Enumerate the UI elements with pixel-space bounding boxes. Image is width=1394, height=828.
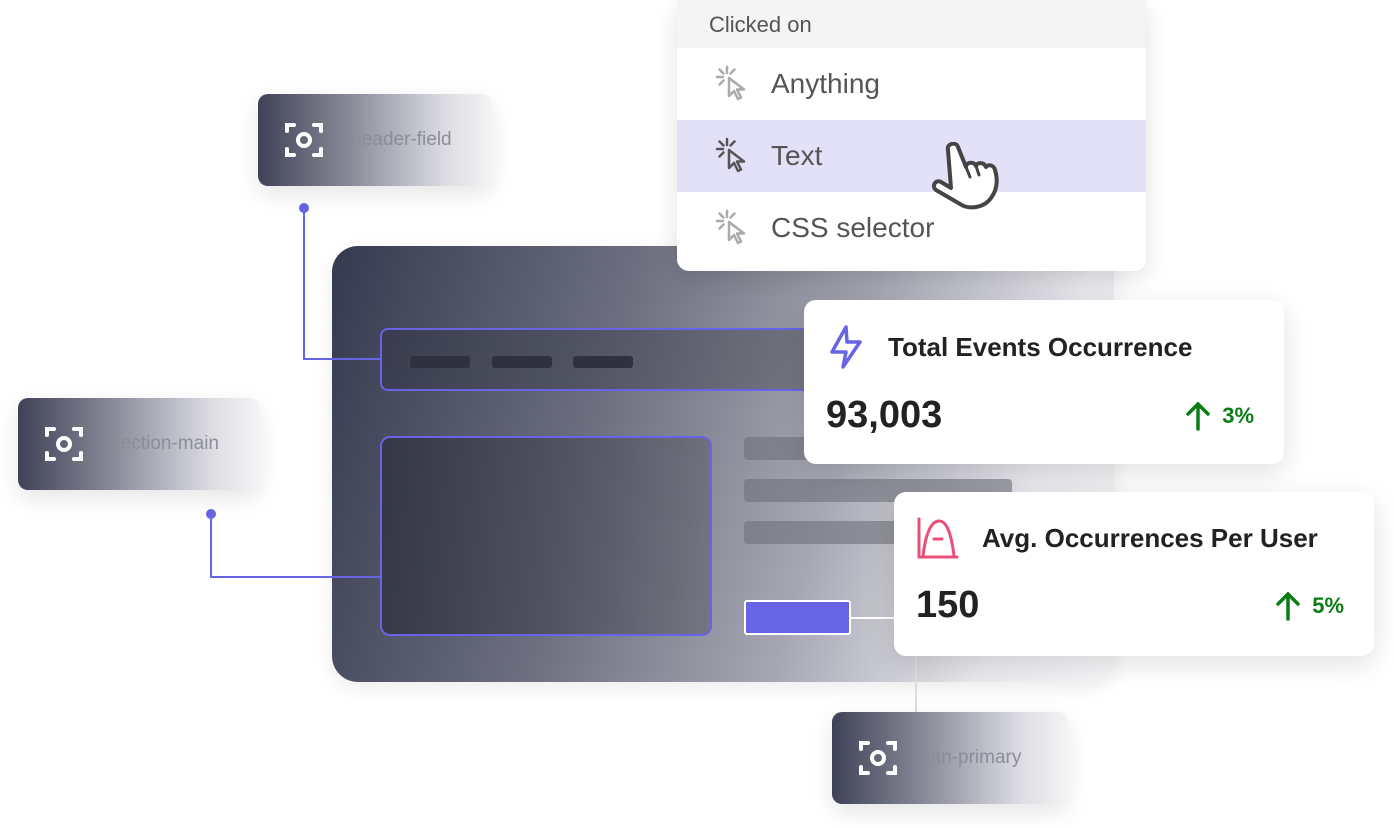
- change-indicator: 5%: [1276, 591, 1344, 621]
- selector-tag-button: .btn-primary: [832, 712, 1068, 804]
- clicked-on-dropdown: Clicked on Anything Text CSS selector: [677, 0, 1146, 271]
- focus-target-icon: [285, 123, 323, 157]
- connector-line: [851, 617, 895, 619]
- lightning-icon: [830, 325, 862, 369]
- click-cursor-icon: [715, 65, 746, 101]
- click-cursor-icon: [715, 209, 746, 245]
- primary-button-element[interactable]: [744, 600, 851, 635]
- selector-tag-section: .section-main: [18, 398, 260, 490]
- focus-target-icon: [45, 427, 83, 461]
- selector-label: .header-field: [346, 129, 452, 150]
- section-main-element[interactable]: [380, 436, 712, 636]
- card-value: 150: [916, 584, 980, 626]
- metric-card-avg-occurrences: Avg. Occurrences Per User 150 5%: [894, 492, 1374, 656]
- change-indicator: 3%: [1186, 401, 1254, 431]
- dropdown-item-anything[interactable]: Anything: [677, 48, 1146, 120]
- connector-line: [303, 358, 381, 360]
- nav-placeholder: [492, 356, 552, 368]
- selector-label: .section-main: [106, 433, 219, 454]
- metric-card-total-events: Total Events Occurrence 93,003 3%: [804, 300, 1284, 464]
- dropdown-item-css-selector[interactable]: CSS selector: [677, 192, 1146, 264]
- bell-curve-icon: [917, 517, 959, 559]
- click-cursor-icon: [715, 137, 746, 173]
- arrow-up-icon: [1186, 401, 1210, 431]
- connector-line: [915, 656, 917, 712]
- card-title: Avg. Occurrences Per User: [982, 522, 1318, 553]
- change-value: 3%: [1222, 402, 1254, 428]
- arrow-up-icon: [1276, 591, 1300, 621]
- change-value: 5%: [1312, 592, 1344, 618]
- hand-pointer-icon: [931, 142, 999, 210]
- dropdown-item-text[interactable]: Text: [677, 120, 1146, 192]
- selector-tag-header: .header-field: [258, 94, 492, 186]
- focus-target-icon: [859, 741, 897, 775]
- selector-label: .btn-primary: [920, 747, 1022, 768]
- card-title: Total Events Occurrence: [888, 331, 1193, 362]
- card-value: 93,003: [826, 394, 943, 436]
- connector-line: [210, 576, 381, 578]
- connector-line: [210, 514, 212, 578]
- dropdown-header: Clicked on: [677, 0, 1146, 48]
- nav-placeholder: [410, 356, 470, 368]
- connector-line: [303, 208, 305, 360]
- nav-placeholder: [573, 356, 633, 368]
